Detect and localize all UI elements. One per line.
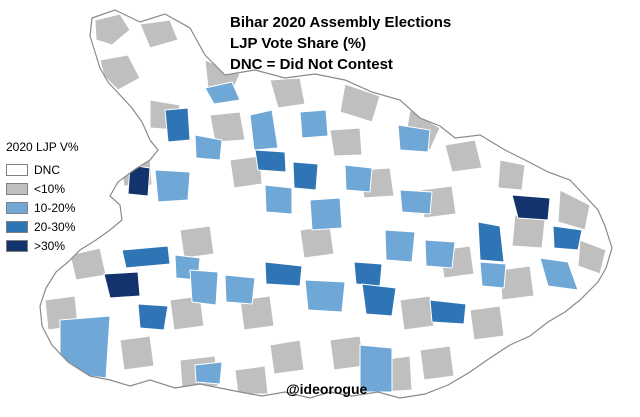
region [249, 109, 279, 151]
region [137, 303, 169, 331]
region [329, 127, 363, 157]
region [254, 149, 287, 173]
region [399, 189, 433, 215]
region [353, 261, 383, 287]
region [539, 257, 579, 291]
regions-20-to-30 [121, 107, 583, 331]
region [299, 109, 329, 139]
region [269, 339, 305, 375]
region [224, 274, 256, 305]
region [477, 221, 505, 263]
region [424, 239, 456, 269]
region [164, 107, 191, 143]
legend-label: >30% [34, 238, 66, 253]
legend-item-under-10: <10% [6, 179, 79, 198]
region [264, 261, 303, 287]
legend-item-over-30: >30% [6, 236, 79, 255]
regions-under-10 [44, 13, 607, 395]
region [204, 81, 241, 105]
legend-item-20-30: 20-30% [6, 217, 79, 236]
region [429, 299, 467, 325]
region [239, 295, 275, 331]
regions-over-30 [103, 164, 551, 299]
map-title-block: Bihar 2020 Assembly Elections LJP Vote S… [230, 12, 451, 75]
region [209, 111, 246, 143]
region [577, 239, 607, 275]
region [511, 194, 551, 221]
region [419, 345, 455, 381]
region [94, 13, 131, 46]
region [497, 159, 526, 191]
region [139, 19, 179, 49]
region [299, 225, 335, 259]
region [127, 164, 151, 197]
region [179, 225, 215, 259]
legend-label: 10-20% [34, 200, 76, 215]
region [361, 283, 397, 317]
region [169, 295, 205, 331]
region [194, 361, 223, 385]
region [189, 269, 219, 306]
map-subtitle: LJP Vote Share (%) [230, 35, 367, 52]
region [234, 365, 269, 395]
legend-title: 2020 LJP V% [6, 140, 79, 154]
region [499, 265, 535, 301]
legend-item-dnc: DNC [6, 160, 79, 179]
region [292, 161, 319, 191]
region [269, 77, 306, 109]
region [552, 225, 583, 251]
legend-label: <10% [34, 181, 66, 196]
region [309, 197, 343, 231]
map-title: Bihar 2020 Assembly Elections [230, 14, 452, 31]
legend-swatch [6, 163, 28, 176]
region [479, 261, 507, 289]
legend-swatch [6, 239, 28, 252]
region [444, 139, 483, 173]
legend-label: 20-30% [34, 219, 76, 234]
region [304, 279, 346, 313]
legend-label: DNC [34, 162, 60, 177]
region [194, 134, 223, 161]
region [557, 189, 591, 231]
region [264, 184, 293, 215]
legend-swatch [6, 182, 28, 195]
region [119, 335, 155, 371]
region [359, 344, 393, 393]
region [397, 124, 431, 153]
map-note: DNC = Did Not Contest [230, 56, 393, 73]
region [339, 83, 381, 123]
region [229, 155, 263, 189]
legend-swatch [6, 201, 28, 214]
region [344, 164, 373, 193]
region [384, 229, 416, 263]
legend-swatch [6, 220, 28, 233]
region [329, 335, 365, 371]
region [103, 271, 141, 299]
legend-item-10-20: 10-20% [6, 198, 79, 217]
region [469, 305, 505, 341]
region [399, 295, 435, 331]
credit-handle: @ideorogue [286, 381, 368, 397]
legend: 2020 LJP V% DNC <10% 10-20% 20-30% >30% [6, 140, 79, 255]
region [154, 169, 191, 203]
region [59, 315, 111, 379]
region [121, 245, 171, 269]
